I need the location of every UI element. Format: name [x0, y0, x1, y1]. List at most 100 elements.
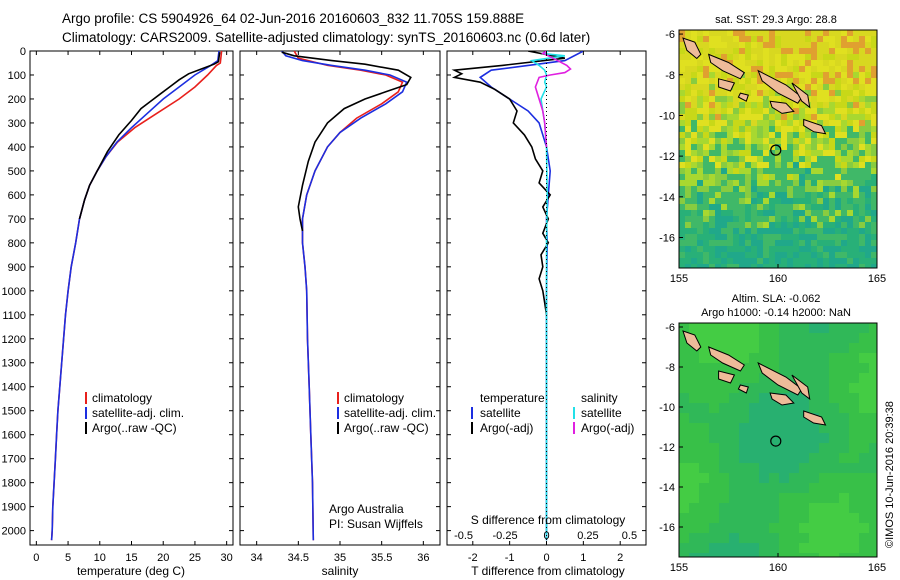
map-cell	[679, 120, 685, 126]
map-cell	[775, 48, 781, 54]
map-cell	[697, 72, 703, 78]
map-cell	[691, 162, 697, 168]
legend-t-satellite-label: satellite	[480, 406, 521, 420]
map-cell	[679, 443, 689, 453]
island-6	[803, 410, 827, 426]
map-cell	[869, 513, 877, 523]
map-cell	[805, 246, 811, 252]
map-cell	[719, 493, 729, 503]
map-cell	[809, 523, 819, 533]
map-cell	[751, 252, 757, 258]
map-cell	[715, 66, 721, 72]
map-cell	[751, 216, 757, 222]
map-cell	[865, 66, 871, 72]
map-cell	[691, 138, 697, 144]
map-cell	[853, 222, 859, 228]
map-cell	[751, 156, 757, 162]
map-cell	[789, 443, 799, 453]
map-cell	[739, 503, 749, 513]
map-cell	[865, 90, 871, 96]
map-cell	[715, 156, 721, 162]
map-cell	[865, 60, 871, 66]
map-cell	[781, 120, 787, 126]
map-cell	[859, 333, 869, 343]
map-cell	[849, 523, 859, 533]
map-cell	[719, 403, 729, 413]
map-cell	[829, 343, 839, 353]
map-cell	[757, 258, 763, 264]
header-line-1: Argo profile: CS 5904926_64 02-Jun-2016 …	[62, 11, 524, 26]
map-cell	[781, 66, 787, 72]
map-cell	[859, 96, 865, 102]
map-cell	[769, 333, 779, 343]
map-cell	[697, 120, 703, 126]
map-cell	[829, 42, 835, 48]
map-cell	[691, 168, 697, 174]
map-cell	[829, 513, 839, 523]
x-tick-label: 35.5	[371, 552, 392, 564]
x-tick-label: 34.5	[288, 552, 309, 564]
map-cell	[727, 240, 733, 246]
map-cell	[769, 513, 779, 523]
map-cell	[775, 258, 781, 264]
map-cell	[823, 156, 829, 162]
map-cell	[729, 433, 739, 443]
map-cell	[839, 533, 849, 543]
map-cell	[865, 252, 871, 258]
map-cell	[805, 108, 811, 114]
map-cell	[769, 264, 775, 268]
map-cell	[697, 96, 703, 102]
map-cell	[769, 543, 779, 553]
map-cell	[721, 216, 727, 222]
map-cell	[809, 483, 819, 493]
map-cell	[691, 108, 697, 114]
map-cell	[769, 108, 775, 114]
map-cell	[763, 54, 769, 60]
map-cell	[841, 132, 847, 138]
map-cell	[835, 156, 841, 162]
map-cell	[829, 96, 835, 102]
sst-map-field	[679, 30, 877, 268]
map-cell	[799, 120, 805, 126]
y-tick-label: 1300	[2, 358, 26, 370]
map-cell	[769, 473, 779, 483]
map-cell	[849, 453, 859, 463]
map-cell	[697, 198, 703, 204]
map-cell	[799, 483, 809, 493]
map-cell	[739, 523, 749, 533]
map-cell	[799, 343, 809, 353]
map-cell	[751, 126, 757, 132]
map-cell	[689, 543, 699, 553]
map-cell	[809, 363, 819, 373]
map-cell	[849, 473, 859, 483]
map-cell	[775, 72, 781, 78]
map-cell	[871, 168, 877, 174]
map-cell	[703, 228, 709, 234]
map-cell	[751, 192, 757, 198]
map-cell	[805, 168, 811, 174]
map-cell	[703, 90, 709, 96]
map-cell	[809, 493, 819, 503]
map-cell	[829, 174, 835, 180]
map-cell	[787, 72, 793, 78]
map-cell	[739, 353, 749, 363]
map-cell	[679, 353, 689, 363]
island-1	[707, 346, 745, 372]
map-cell	[853, 264, 859, 268]
map-cell	[799, 234, 805, 240]
y-tick-label: 1900	[2, 502, 26, 514]
map-cell	[729, 523, 739, 533]
map-cell	[709, 144, 715, 150]
map-cell	[871, 108, 877, 114]
map-cell	[715, 204, 721, 210]
map-cell	[769, 503, 779, 513]
map-cell	[759, 533, 769, 543]
map-cell	[811, 150, 817, 156]
map-cell	[865, 156, 871, 162]
map-cell	[757, 126, 763, 132]
map-cell	[749, 443, 759, 453]
map-cell	[739, 192, 745, 198]
map-cell	[703, 42, 709, 48]
map-cell	[685, 90, 691, 96]
map-cell	[727, 162, 733, 168]
